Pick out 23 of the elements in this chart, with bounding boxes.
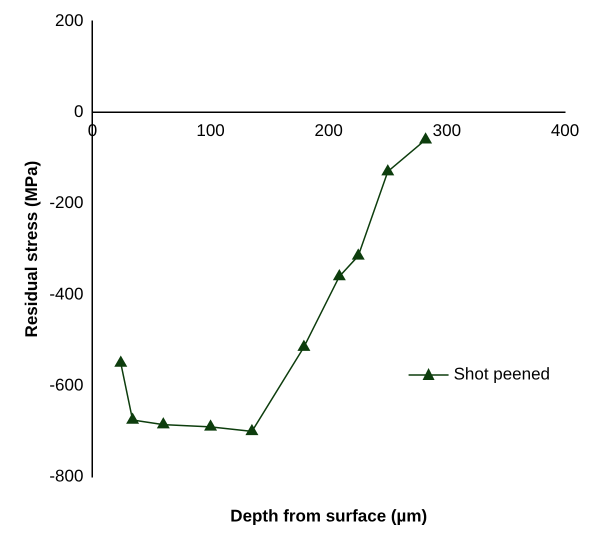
x-tick-label: 400 (550, 121, 580, 140)
y-axis-title: Residual stress (MPa) (22, 160, 41, 338)
x-tick-label: 300 (432, 121, 462, 140)
y-tick-label: -200 (49, 193, 84, 212)
point (126, 413, 139, 424)
point (114, 356, 127, 367)
y-tick-label: -800 (49, 466, 84, 486)
point (246, 424, 258, 436)
y-tick-label: -600 (49, 376, 84, 395)
point (420, 132, 432, 144)
y-tick-label: 0 (74, 102, 84, 122)
y-tick-label: 200 (55, 10, 84, 30)
y-tick-label: -400 (49, 284, 84, 304)
x-tick-label: 200 (314, 121, 343, 140)
point (204, 420, 217, 431)
point (352, 249, 364, 260)
point (382, 164, 394, 176)
legend-label: Shot peened (454, 364, 550, 384)
x-axis-title: Depth from surface (µm) (230, 506, 428, 526)
x-tick-label: 100 (196, 121, 225, 140)
point (157, 418, 170, 428)
point (298, 340, 310, 351)
point (333, 270, 346, 280)
